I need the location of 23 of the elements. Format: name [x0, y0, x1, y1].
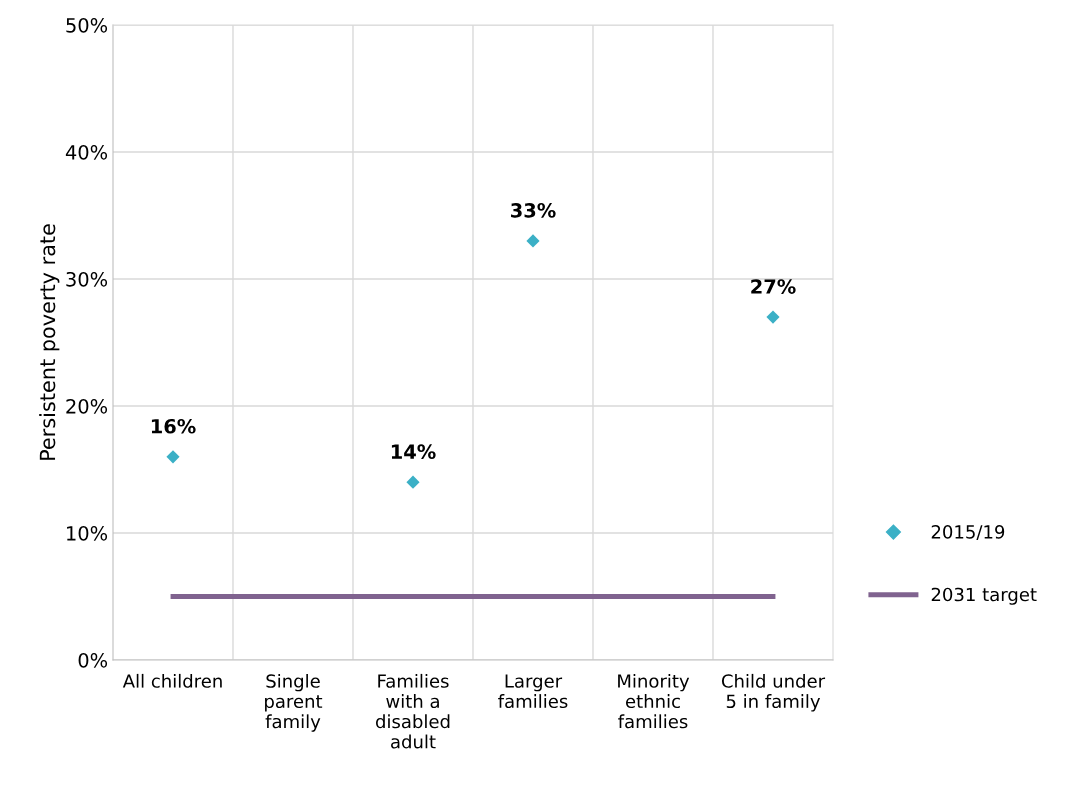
y-axis-title: Persistent poverty rate — [39, 224, 60, 460]
x-tick-label: Larger families — [498, 674, 568, 709]
y-tick-label: 0% — [78, 652, 108, 668]
legend-label: 2031 target — [931, 587, 1037, 605]
point — [166, 450, 180, 464]
point — [766, 310, 780, 324]
x-tick-label: Single parent family — [265, 673, 323, 732]
x-tick-label: Families with a disabled adult — [376, 673, 450, 749]
legend-label: 2015/19 — [931, 525, 1005, 541]
x-tick-label: All children — [122, 673, 222, 688]
y-tick-label: 50% — [66, 17, 108, 33]
x-tick-label: Child under 5 in family — [721, 673, 826, 712]
data-label: 16% — [151, 418, 196, 434]
data-label: 27% — [751, 279, 796, 294]
data-label: 33% — [511, 202, 556, 218]
point — [406, 475, 420, 489]
point — [526, 234, 540, 248]
y-tick-label: 20% — [66, 398, 108, 414]
y-tick-label: 10% — [67, 525, 108, 541]
x-tick-label: Minority ethnic families — [618, 673, 690, 729]
data-label: 14% — [391, 444, 436, 459]
y-tick-label: 40% — [65, 144, 108, 160]
y-tick-label: 30% — [66, 271, 108, 287]
